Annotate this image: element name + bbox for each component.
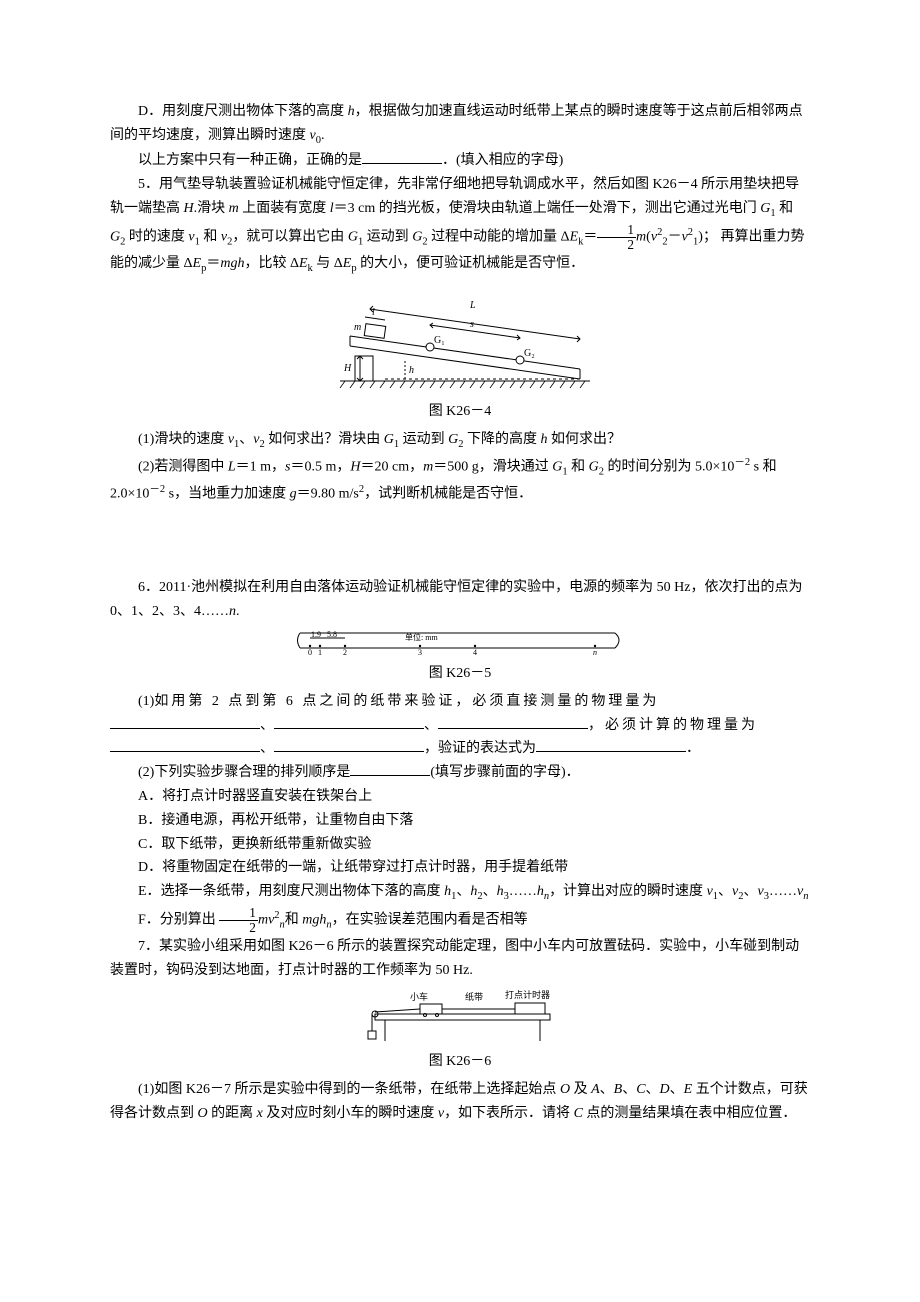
svg-text:小车: 小车: [410, 991, 428, 1002]
answer-blank[interactable]: [274, 737, 424, 752]
svg-text:5.8: 5.8: [327, 630, 337, 639]
figure-caption: 图 K26－4: [110, 400, 810, 424]
figure-caption: 图 K26－6: [110, 1050, 810, 1074]
answer-blank[interactable]: [362, 149, 442, 164]
figure-caption: 图 K26－5: [110, 662, 810, 686]
q4-prompt: 以上方案中只有一种正确，正确的是．(填入相应的字母): [110, 149, 810, 173]
figure-k26-5: 1.9 5.8 单位: mm 0 1 2 3 4 n: [295, 628, 625, 658]
svg-text:G₂: G₂: [524, 348, 535, 359]
svg-text:2: 2: [343, 648, 347, 657]
q6-option-c: C．取下纸带，更换新纸带重新做实验: [110, 833, 810, 857]
q5-sub2: (2)若测得图中 L＝1 m，s＝0.5 m，H＝20 cm，m＝500 g，滑…: [110, 454, 810, 507]
svg-text:纸带: 纸带: [465, 991, 483, 1002]
svg-text:1: 1: [318, 648, 322, 657]
svg-text:l: l: [372, 307, 375, 318]
svg-text:h: h: [409, 365, 414, 376]
svg-text:单位: mm: 单位: mm: [405, 632, 438, 642]
fraction-half: 12: [597, 223, 636, 252]
figure-k26-4: L s l m G₁ G₂ H h: [310, 281, 610, 396]
q7-stem: 7．某实验小组采用如图 K26－6 所示的装置探究动能定理，图中小车内可放置砝码…: [110, 935, 810, 983]
q6-sub1: (1)如用第 2 点到第 6 点之间的纸带来验证，必须直接测量的物理量为 、、，…: [110, 690, 810, 761]
answer-blank[interactable]: [110, 737, 260, 752]
q6-stem: 6．2011·池州模拟在利用自由落体运动验证机械能守恒定律的实验中，电源的频率为…: [110, 576, 810, 624]
answer-blank[interactable]: [350, 761, 430, 776]
q6-option-f: F．分别算出 12mv2n和 mghn，在实验误差范围内看是否相等: [110, 906, 810, 935]
answer-blank[interactable]: [110, 714, 260, 729]
svg-text:L: L: [469, 300, 476, 311]
q5-stem: 5．用气垫导轨装置验证机械能守恒定律，先非常仔细地把导轨调成水平，然后如图 K2…: [110, 173, 810, 277]
svg-text:G₁: G₁: [434, 335, 445, 346]
svg-text:4: 4: [473, 648, 477, 657]
q6-option-a: A．将打点计时器竖直安装在铁架台上: [110, 785, 810, 809]
svg-text:3: 3: [418, 648, 422, 657]
q6-option-d: D．将重物固定在纸带的一端，让纸带穿过打点计时器，用手提着纸带: [110, 856, 810, 880]
q7-sub1: (1)如图 K26－7 所示是实验中得到的一条纸带，在纸带上选择起始点 O 及 …: [110, 1078, 810, 1126]
q6-option-e: E．选择一条纸带，用刻度尺测出物体下落的高度 h1、h2、h3……hn，计算出对…: [110, 880, 810, 906]
fraction-half: 12: [219, 906, 258, 935]
option-label: D．: [138, 104, 162, 119]
q5-sub1: (1)滑块的速度 v1、v2 如何求出？滑块由 G1 运动到 G2 下降的高度 …: [110, 428, 810, 454]
q6-sub2: (2)下列实验步骤合理的排列顺序是(填写步骤前面的字母)．: [110, 761, 810, 785]
svg-text:H: H: [343, 363, 352, 374]
svg-text:s: s: [470, 319, 474, 330]
svg-text:m: m: [354, 322, 361, 333]
answer-blank[interactable]: [536, 737, 686, 752]
svg-text:1.9: 1.9: [311, 630, 321, 639]
svg-text:0: 0: [308, 648, 312, 657]
figure-k26-6: 小车 纸带 打点计时器: [350, 986, 570, 1046]
q4-option-d: D．用刻度尺测出物体下落的高度 h，根据做匀加速直线运动时纸带上某点的瞬时速度等…: [110, 100, 810, 149]
answer-blank[interactable]: [274, 714, 424, 729]
svg-text:打点计时器: 打点计时器: [505, 989, 550, 1000]
spacer: [110, 506, 810, 576]
svg-text:n: n: [593, 648, 597, 657]
answer-blank[interactable]: [438, 714, 588, 729]
q6-option-b: B．接通电源，再松开纸带，让重物自由下落: [110, 809, 810, 833]
